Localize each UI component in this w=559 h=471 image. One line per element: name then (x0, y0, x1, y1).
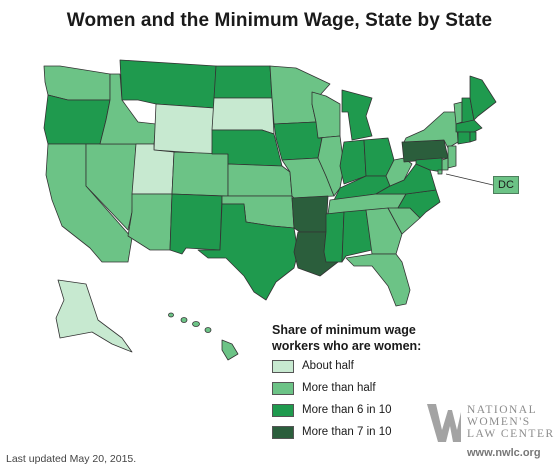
state-sd[interactable] (211, 97, 275, 135)
logo-url[interactable]: www.nwlc.org (467, 447, 541, 459)
nwlc-w-mark-icon (427, 404, 461, 442)
state-il[interactable] (317, 135, 345, 197)
state-mi[interactable] (341, 89, 373, 141)
state-me[interactable] (469, 75, 497, 121)
state-al[interactable] (341, 209, 373, 263)
state-dc[interactable] (437, 169, 443, 175)
state-va[interactable] (375, 163, 437, 195)
logo-line-3: LAW CENTER (467, 428, 555, 440)
state-de[interactable] (441, 157, 449, 171)
legend-label: More than half (302, 382, 376, 394)
legend-item-more-than-6-in-10: More than 6 in 10 (272, 400, 432, 420)
state-fl[interactable] (345, 253, 411, 307)
nwlc-logo[interactable]: NATIONAL WOMEN'S LAW CENTER www.nwlc.org (427, 402, 555, 464)
state-nm[interactable] (169, 193, 223, 255)
legend-swatch (272, 381, 294, 395)
state-mt[interactable] (119, 59, 217, 109)
state-ar[interactable] (291, 195, 329, 233)
state-ak[interactable] (55, 279, 133, 353)
state-ga[interactable] (365, 207, 403, 255)
state-md[interactable] (415, 157, 443, 173)
state-nj[interactable] (447, 145, 457, 169)
legend: Share of minimum wage workers who are wo… (272, 322, 432, 442)
legend-title: Share of minimum wage workers who are wo… (272, 323, 422, 353)
logo-line-1: NATIONAL (467, 404, 538, 416)
state-or[interactable] (43, 94, 111, 145)
state-ma[interactable] (455, 119, 483, 133)
legend-label: About half (302, 360, 354, 372)
state-ct[interactable] (457, 131, 471, 145)
state-wa[interactable] (43, 65, 111, 101)
legend-swatch (272, 359, 294, 373)
legend-label: More than 6 in 10 (302, 404, 392, 416)
state-ms[interactable] (323, 211, 345, 263)
dc-pointer (445, 173, 494, 186)
state-wy[interactable] (153, 103, 215, 155)
legend-swatch (272, 425, 294, 439)
legend-label: More than 7 in 10 (302, 426, 392, 438)
state-in[interactable] (339, 139, 367, 185)
legend-item-about-half: About half (272, 356, 432, 376)
dc-callout[interactable]: DC (493, 176, 519, 194)
state-ri[interactable] (469, 131, 477, 143)
state-ia[interactable] (273, 121, 323, 161)
state-ks[interactable] (227, 163, 293, 197)
legend-swatch (272, 403, 294, 417)
state-az[interactable] (127, 193, 173, 251)
legend-item-more-than-7-in-10: More than 7 in 10 (272, 422, 432, 442)
legend-item-more-than-half: More than half (272, 378, 432, 398)
logo-line-2: WOMEN'S (467, 416, 531, 428)
logo-wordmark: NATIONAL WOMEN'S LAW CENTER (467, 404, 555, 440)
map-title: Women and the Minimum Wage, State by Sta… (66, 10, 493, 31)
state-ut[interactable] (131, 143, 175, 195)
state-nd[interactable] (213, 65, 273, 99)
last-updated: Last updated May 20, 2015. (6, 453, 137, 465)
state-wv[interactable] (385, 157, 413, 187)
state-tx[interactable] (197, 203, 299, 301)
state-hi[interactable] (168, 312, 239, 361)
state-co[interactable] (171, 151, 229, 197)
